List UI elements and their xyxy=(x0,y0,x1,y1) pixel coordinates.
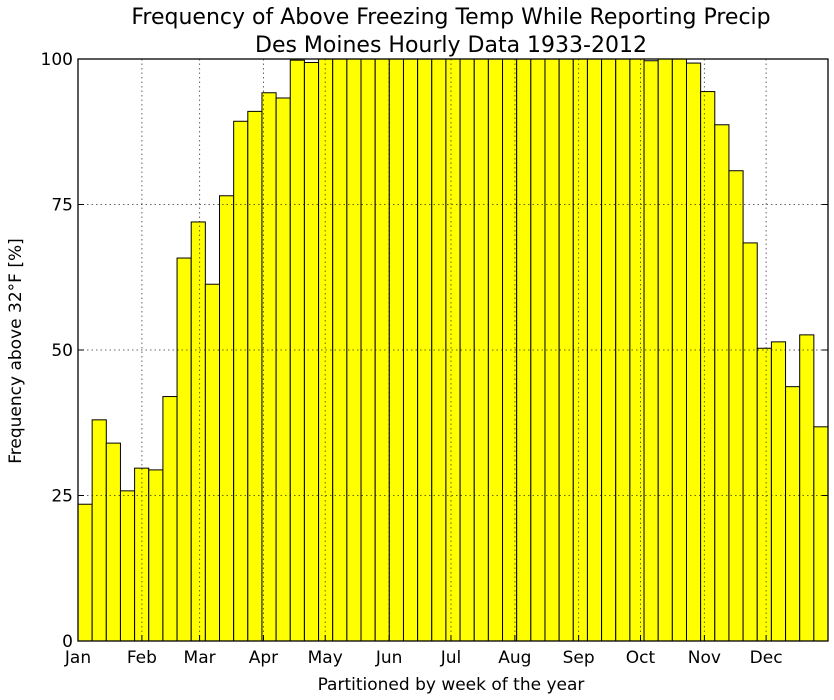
grid-layer xyxy=(78,59,828,641)
x-tick-label-may: May xyxy=(308,648,343,668)
bar-week-51 xyxy=(785,386,801,642)
bar-week-3 xyxy=(105,442,121,642)
y-tick-label-50: 50 xyxy=(51,341,73,361)
bar-week-50 xyxy=(770,341,787,642)
bar-week-15 xyxy=(275,97,291,642)
y-tick-label-25: 25 xyxy=(51,487,73,507)
bar-week-42 xyxy=(657,58,673,642)
bar-week-2 xyxy=(91,419,107,642)
bar-week-11 xyxy=(219,195,235,642)
x-axis-label: Partitioned by week of the year xyxy=(318,675,585,695)
x-tick-label-apr: Apr xyxy=(249,648,278,668)
chart-subtitle: Des Moines Hourly Data 1933-2012 xyxy=(255,33,647,58)
x-tick-label-jul: Jul xyxy=(440,648,462,668)
bar-week-45 xyxy=(700,91,716,642)
chart-title: Frequency of Above Freezing Temp While R… xyxy=(131,5,770,30)
x-tick-label-oct: Oct xyxy=(626,648,656,668)
bar-week-4 xyxy=(119,490,136,642)
bar-week-7 xyxy=(162,396,178,642)
y-tick-label-75: 75 xyxy=(51,196,73,216)
bar-week-28 xyxy=(459,58,475,642)
x-tick-label-feb: Feb xyxy=(127,648,157,668)
x-tick-label-mar: Mar xyxy=(184,648,216,668)
bar-week-49 xyxy=(756,347,772,642)
bar-week-30 xyxy=(487,58,504,642)
x-tick-label-aug: Aug xyxy=(498,648,531,668)
bar-week-41 xyxy=(643,60,659,642)
bar-week-9 xyxy=(190,221,206,642)
x-tick-label-jun: Jun xyxy=(375,648,403,668)
bar-week-14 xyxy=(261,92,277,642)
bar-week-52 xyxy=(799,334,815,642)
y-tick-label-0: 0 xyxy=(62,632,73,652)
x-tick-label-sep: Sep xyxy=(563,648,595,668)
bar-week-53 xyxy=(813,426,829,642)
bar-week-24 xyxy=(402,58,419,642)
bar-week-21 xyxy=(360,58,376,642)
x-tick-label-nov: Nov xyxy=(688,648,721,668)
x-tick-label-dec: Dec xyxy=(750,648,783,668)
bar-week-44 xyxy=(685,62,702,642)
bar-week-37 xyxy=(586,58,603,642)
bar-week-43 xyxy=(671,58,687,642)
bar-week-22 xyxy=(374,58,390,642)
bar-week-13 xyxy=(247,110,263,642)
bar-week-46 xyxy=(714,124,730,642)
bar-week-16 xyxy=(289,59,305,642)
bar-week-17 xyxy=(303,61,320,642)
y-axis-label: Frequency above 32°F [%] xyxy=(6,238,26,464)
bar-week-29 xyxy=(473,58,489,642)
bar-week-35 xyxy=(558,58,574,642)
bar-week-47 xyxy=(728,170,744,642)
bar-week-8 xyxy=(176,257,192,642)
bar-week-10 xyxy=(204,283,221,642)
bar-week-12 xyxy=(233,120,249,642)
y-tick-label-100: 100 xyxy=(41,50,73,70)
bar-week-36 xyxy=(572,58,588,642)
tick-layer: 0 25 50 75 100 Jan Feb Mar Apr May Jun Jul Aug Sep Oct… xyxy=(41,50,828,668)
bar-week-48 xyxy=(742,242,758,642)
bar-week-1 xyxy=(77,503,93,642)
bar-week-23 xyxy=(388,58,404,642)
x-tick-label-jan: Jan xyxy=(64,648,91,668)
